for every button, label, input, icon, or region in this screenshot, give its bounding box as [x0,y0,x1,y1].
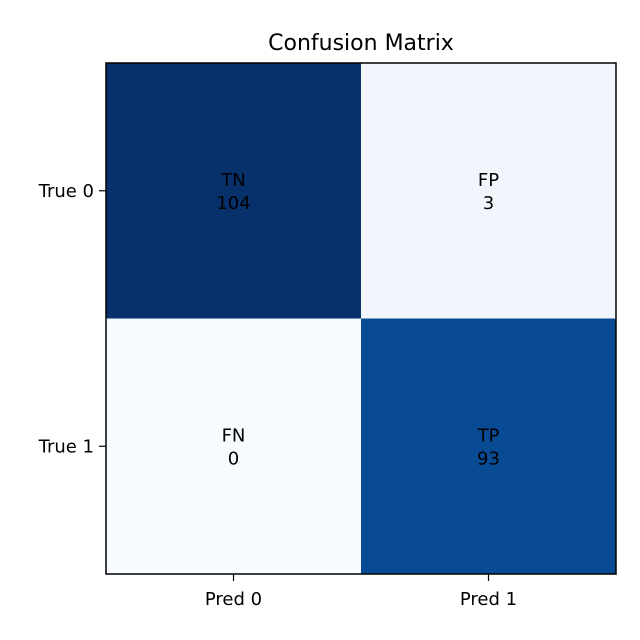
cell-fp [361,63,616,319]
cell-fn [106,318,361,574]
cell-fp-label: FP [478,170,499,191]
cell-fn-label: FN [222,425,246,446]
cell-fn-value: 0 [228,448,239,469]
cell-tn-value: 104 [216,193,250,214]
x-tick-label-1: Pred 1 [460,589,517,610]
cell-tp [361,318,616,574]
cell-tp-value: 93 [477,448,500,469]
chart-title: Confusion Matrix [268,31,454,56]
y-tick-label-0: True 0 [38,181,94,202]
cell-tp-label: TP [477,425,500,446]
x-tick-label-0: Pred 0 [205,589,262,610]
cell-tn-label: TN [220,170,245,191]
plot-frame [105,62,617,575]
x-axis: Pred 0 Pred 1 [205,574,517,610]
cell-tn [106,63,361,319]
matrix-cells [106,63,616,574]
y-axis: True 0 True 1 [38,181,106,457]
y-tick-label-1: True 1 [38,436,94,457]
cell-fp-value: 3 [483,193,494,214]
